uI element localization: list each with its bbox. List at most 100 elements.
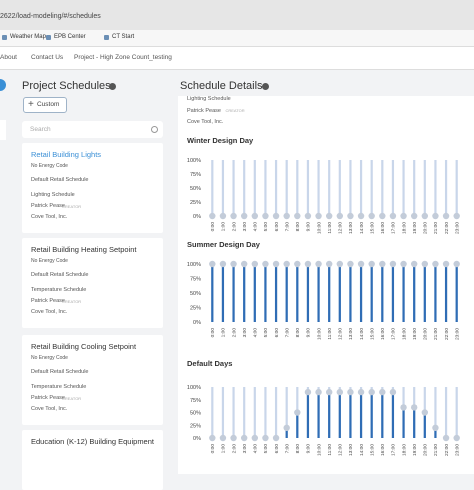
x-tick-label: 14:00 [359, 328, 365, 340]
x-tick-label: 14:00 [359, 444, 365, 456]
dot [262, 434, 269, 442]
url[interactable]: 2622/load-modeling/#/schedules [0, 13, 101, 20]
bookmark[interactable]: CT Start [112, 34, 135, 40]
x-tick-label: 15:00 [369, 328, 375, 340]
button-label: Custom [37, 101, 60, 108]
bookmark[interactable]: Weather Map [10, 34, 46, 40]
author: Patrick Pease CREATOR [187, 108, 245, 114]
dot [400, 260, 407, 268]
dot [357, 260, 365, 268]
dot [230, 434, 237, 442]
x-tick-label: 11:00 [327, 328, 333, 340]
x-tick-label: 8:00 [295, 222, 301, 232]
x-tick-label: 0:00 [210, 328, 216, 338]
dot [442, 260, 450, 268]
side-strip [0, 120, 6, 140]
help-icon[interactable] [109, 83, 116, 90]
card-code: No Energy Code [31, 258, 68, 264]
y-tick-label: 75% [190, 172, 201, 178]
x-tick-label: 16:00 [380, 444, 386, 456]
y-tick-label: 100% [187, 262, 201, 268]
dot [272, 260, 280, 268]
x-tick-label: 13:00 [348, 444, 354, 456]
dot [262, 260, 269, 268]
x-tick-label: 12:00 [338, 444, 344, 456]
nav-link[interactable]: Contact Us [31, 54, 64, 61]
x-tick-label: 20:00 [423, 444, 429, 456]
y-tick-label: 25% [190, 306, 201, 312]
dot [410, 260, 418, 268]
schedule-card[interactable]: Retail Building Cooling Setpoint No Energ… [22, 335, 163, 425]
schedule-card[interactable]: Education (K-12) Building Equipment [22, 430, 163, 490]
bookmark-icon[interactable] [104, 35, 109, 40]
dot [209, 212, 216, 220]
schedule-card[interactable]: Retail Building Heating Setpoint No Energ… [22, 238, 163, 328]
custom-button[interactable]: + Custom [23, 97, 67, 113]
x-tick-label: 22:00 [444, 222, 450, 234]
dot [219, 260, 227, 268]
search-icon [151, 126, 158, 133]
y-tick-label: 0% [193, 320, 201, 326]
dot [209, 434, 216, 442]
dot [368, 388, 375, 396]
card-author: Patrick Pease [31, 203, 65, 209]
dot [251, 212, 259, 220]
dot [294, 260, 301, 268]
x-tick-label: 8:00 [295, 328, 301, 338]
x-tick-label: 10:00 [316, 444, 322, 456]
dot [219, 434, 227, 442]
x-tick-label: 2:00 [231, 444, 237, 454]
y-tick-label: 100% [187, 158, 201, 164]
x-tick-label: 21:00 [433, 222, 439, 234]
x-tick-label: 17:00 [391, 222, 397, 234]
x-tick-label: 10:00 [316, 222, 322, 234]
dot [272, 212, 280, 220]
bookmark[interactable]: EPB Center [54, 34, 86, 40]
dot [336, 212, 344, 220]
dot [357, 388, 365, 396]
card-name: Retail Building Cooling Setpoint [31, 342, 137, 351]
search-box[interactable]: Search [22, 121, 163, 138]
dot [400, 404, 407, 411]
x-tick-label: 1:00 [221, 444, 227, 454]
x-tick-label: 2:00 [231, 328, 237, 338]
schedule-card[interactable]: Retail Building Lights No Energy Code Defa… [22, 143, 163, 233]
x-tick-label: 3:00 [242, 444, 248, 454]
card-name: Retail Building Heating Setpoint [31, 245, 137, 254]
card-author: Patrick Pease [31, 395, 65, 401]
charts: Winter Design Day 0% 25% 50% 75% 100% 0:00 1:00… [187, 136, 461, 456]
card-role: CREATOR [62, 299, 82, 304]
x-tick-label: 0:00 [210, 444, 216, 454]
bookmark-icon[interactable] [2, 35, 7, 40]
side-toggle[interactable] [0, 79, 6, 91]
x-tick-label: 4:00 [253, 222, 259, 232]
x-tick-label: 23:00 [454, 444, 460, 456]
help-icon[interactable] [262, 83, 269, 90]
nav-link[interactable]: Project - High Zone Count_testing [74, 54, 172, 61]
card-company: Cove Tool, Inc. [31, 214, 68, 220]
x-tick-label: 7:00 [284, 328, 290, 338]
y-tick-label: 75% [190, 277, 201, 283]
dot [240, 434, 248, 442]
dot [325, 260, 333, 268]
x-tick-label: 13:00 [348, 328, 354, 340]
bookmark-icon[interactable] [46, 35, 51, 40]
dot [325, 212, 333, 220]
schedule-type: Lighting Schedule [187, 96, 231, 102]
y-tick-label: 0% [193, 436, 201, 442]
card-code: No Energy Code [31, 163, 68, 169]
dot [453, 212, 460, 220]
x-tick-label: 10:00 [316, 328, 322, 340]
nav-link[interactable]: About [0, 54, 17, 61]
dot [432, 424, 439, 431]
dot [442, 434, 450, 442]
x-tick-label: 5:00 [263, 328, 269, 338]
dot [347, 212, 354, 220]
dot [453, 260, 460, 268]
dot [368, 212, 375, 220]
x-tick-label: 7:00 [284, 444, 290, 454]
card-name: Retail Building Lights [31, 150, 102, 159]
x-tick-label: 19:00 [412, 328, 418, 340]
author-name: Patrick Pease [187, 108, 221, 114]
